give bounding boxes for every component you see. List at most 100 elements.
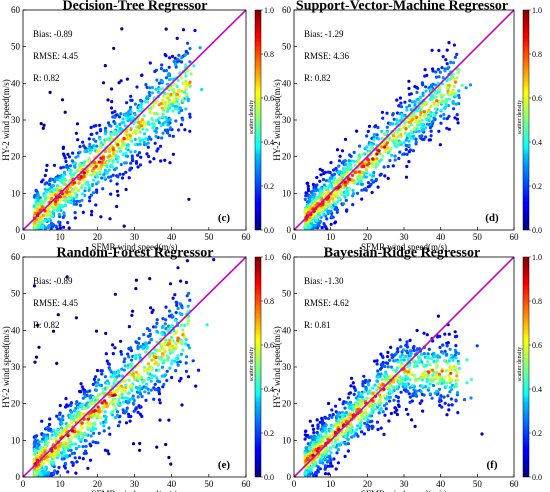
scatter-point	[109, 124, 113, 128]
scatter-point	[92, 377, 97, 381]
scatter-point	[320, 419, 324, 423]
scatter-point	[315, 438, 319, 442]
scatter-point	[50, 193, 55, 197]
scatter-point	[46, 207, 50, 212]
scatter-point	[94, 414, 98, 418]
scatter-point	[120, 396, 124, 400]
scatter-point	[70, 420, 74, 424]
scatter-point	[186, 69, 190, 73]
scatter-point	[388, 399, 392, 403]
scatter-point	[420, 104, 424, 108]
scatter-point	[448, 347, 452, 351]
scatter-point	[93, 146, 97, 150]
one-to-one-line	[23, 10, 246, 230]
scatter-point	[324, 179, 328, 183]
scatter-point	[88, 426, 93, 430]
scatter-point	[100, 163, 104, 167]
scatter-point	[332, 457, 336, 461]
scatter-point	[200, 87, 204, 92]
scatter-point	[103, 64, 107, 68]
colorbar-tick-label: 0.2	[264, 429, 274, 438]
scatter-point	[101, 81, 106, 85]
scatter-point	[184, 361, 188, 365]
scatter-point	[149, 388, 153, 392]
scatter-point	[355, 427, 359, 432]
scatter-point	[407, 86, 411, 91]
scatter-point	[445, 381, 449, 385]
scatter-point	[61, 414, 65, 418]
colorbar	[254, 9, 262, 231]
x-tick-label: 10	[56, 479, 66, 489]
scatter-point	[125, 133, 129, 137]
scatter-point	[122, 360, 126, 364]
scatter-point	[332, 444, 336, 448]
scatter-point	[358, 155, 362, 159]
x-tick-label: 20	[93, 232, 103, 242]
scatter-point	[403, 123, 407, 128]
y-axis-label: HY-2 wind speed(m/s)	[1, 326, 11, 408]
scatter-point	[129, 98, 133, 102]
scatter-point	[158, 144, 163, 148]
scatter-point	[149, 337, 154, 342]
scatter-point	[97, 148, 101, 152]
scatter-point	[408, 400, 412, 404]
scatter-point	[62, 440, 66, 444]
scatter-point	[394, 369, 398, 373]
scatter-point	[404, 127, 408, 131]
scatter-point	[143, 123, 147, 127]
scatter-point	[188, 112, 192, 116]
scatter-point	[139, 124, 144, 128]
scatter-point	[60, 177, 65, 181]
scatter-point	[146, 100, 150, 104]
scatter-point	[95, 368, 100, 373]
scatter-point	[403, 131, 407, 135]
scatter-point	[441, 343, 445, 347]
scatter-point	[412, 364, 416, 369]
scatter-point	[321, 177, 325, 182]
scatter-point	[406, 345, 410, 349]
scatter-point	[391, 164, 395, 168]
scatter-point	[445, 341, 449, 345]
scatter-point	[367, 124, 372, 128]
scatter-point	[70, 159, 74, 163]
scatter-point	[172, 59, 176, 64]
scatter-point	[66, 470, 70, 474]
scatter-points	[32, 258, 216, 477]
scatter-point	[150, 85, 154, 90]
scatter-point	[119, 339, 123, 343]
scatter-point	[327, 199, 331, 203]
scatter-point	[105, 404, 109, 409]
scatter-point	[156, 355, 160, 359]
scatter-point	[117, 384, 121, 388]
scatter-point	[71, 151, 75, 155]
scatter-point	[154, 134, 158, 139]
scatter-point	[422, 331, 426, 335]
scatter-point	[197, 368, 201, 372]
scatter-point	[394, 352, 398, 356]
scatter-point	[445, 85, 449, 90]
scatter-point	[116, 160, 120, 164]
scatter-point	[321, 202, 325, 206]
scatter-point	[315, 218, 319, 222]
scatter-point	[346, 402, 350, 406]
scatter-point	[426, 352, 430, 356]
scatter-point	[32, 194, 37, 198]
y-tick-label: 50	[11, 289, 21, 299]
scatter-point	[110, 111, 114, 115]
scatter-point	[135, 85, 139, 89]
scatter-points	[32, 27, 204, 230]
scatter-point	[176, 354, 180, 358]
scatter-point	[137, 336, 141, 341]
scatter-point	[53, 180, 57, 184]
scatter-point	[89, 125, 93, 130]
scatter-point	[171, 315, 175, 319]
scatter-point	[88, 442, 92, 446]
scatter-point	[155, 376, 159, 380]
scatter-point	[384, 361, 388, 365]
scatter-point	[361, 152, 365, 156]
colorbar-tick-label: 1.0	[532, 6, 542, 15]
scatter-point	[393, 141, 397, 146]
scatter-point	[69, 416, 73, 420]
scatter-point	[166, 92, 170, 96]
scatter-point	[404, 369, 408, 373]
